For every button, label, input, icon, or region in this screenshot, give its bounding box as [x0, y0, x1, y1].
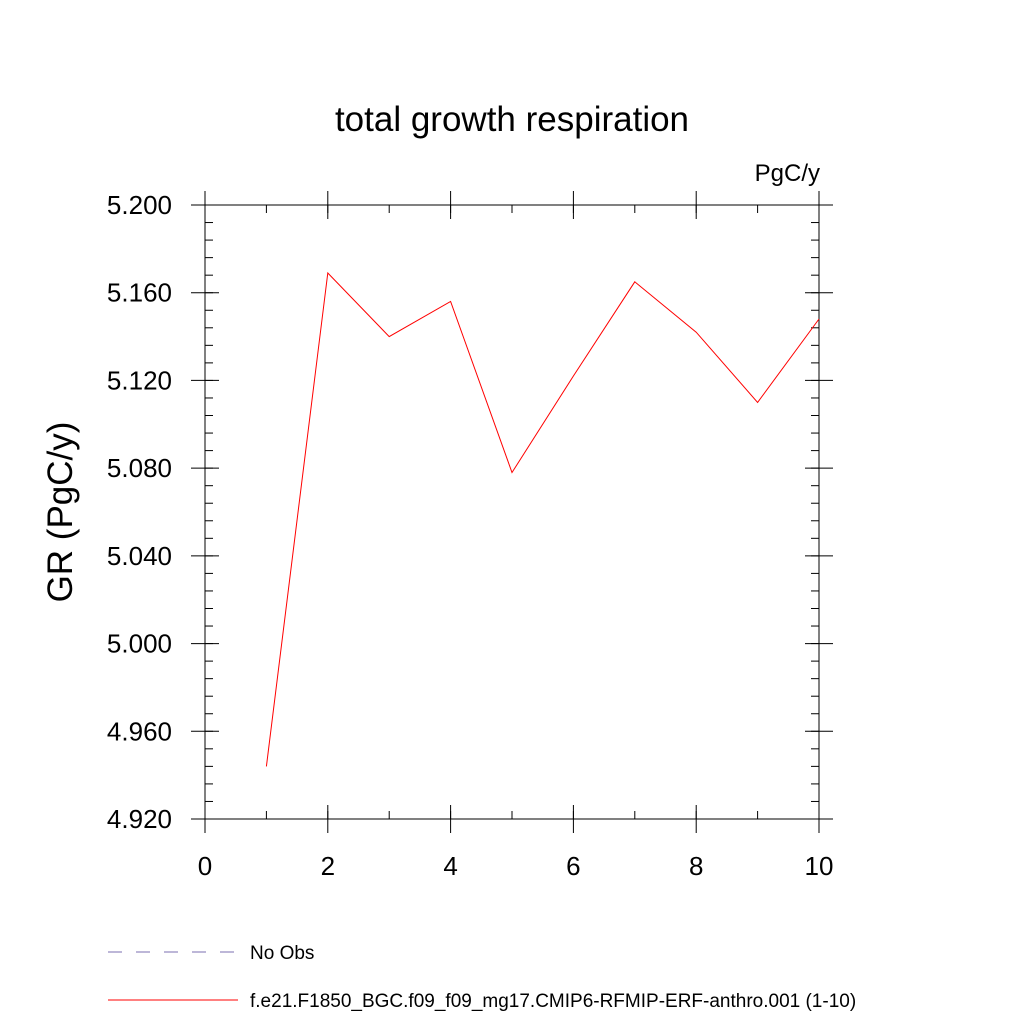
y-tick-label: 5.000 — [107, 629, 172, 659]
x-tick-label: 6 — [566, 851, 580, 881]
chart-title: total growth respiration — [335, 100, 689, 139]
series-lines — [265, 271, 820, 767]
y-tick-label: 5.120 — [107, 365, 172, 395]
y-tick-label: 5.080 — [107, 453, 172, 483]
plot-frame — [204, 204, 820, 820]
series-line — [265, 271, 820, 767]
y-tick-label: 4.920 — [107, 804, 172, 834]
x-tick-label: 0 — [198, 851, 212, 881]
x-tick-labels: 0 2 4 6 8 10 — [198, 851, 834, 881]
units-label: PgC/y — [755, 160, 820, 187]
legend: No Obs f.e21.F1850_BGC.f09_f09_mg17.CMIP6… — [108, 943, 856, 1012]
y-tick-labels: 4.920 4.960 5.000 5.040 5.080 5.120 5.160 5.200 — [107, 190, 172, 834]
minor-ticks — [204, 204, 820, 820]
major-ticks — [191, 191, 833, 833]
x-tick-label: 10 — [805, 851, 834, 881]
x-tick-label: 8 — [689, 851, 703, 881]
y-axis-label: GR (PgC/y) — [41, 422, 80, 603]
y-tick-label: 5.160 — [107, 278, 172, 308]
y-tick-label: 5.040 — [107, 541, 172, 571]
x-tick-label: 2 — [321, 851, 335, 881]
x-tick-label: 4 — [443, 851, 457, 881]
y-tick-label: 4.960 — [107, 716, 172, 746]
y-tick-label: 5.200 — [107, 190, 172, 220]
legend-label: No Obs — [250, 943, 314, 964]
legend-label: f.e21.F1850_BGC.f09_f09_mg17.CMIP6-RFMIP… — [250, 991, 856, 1012]
